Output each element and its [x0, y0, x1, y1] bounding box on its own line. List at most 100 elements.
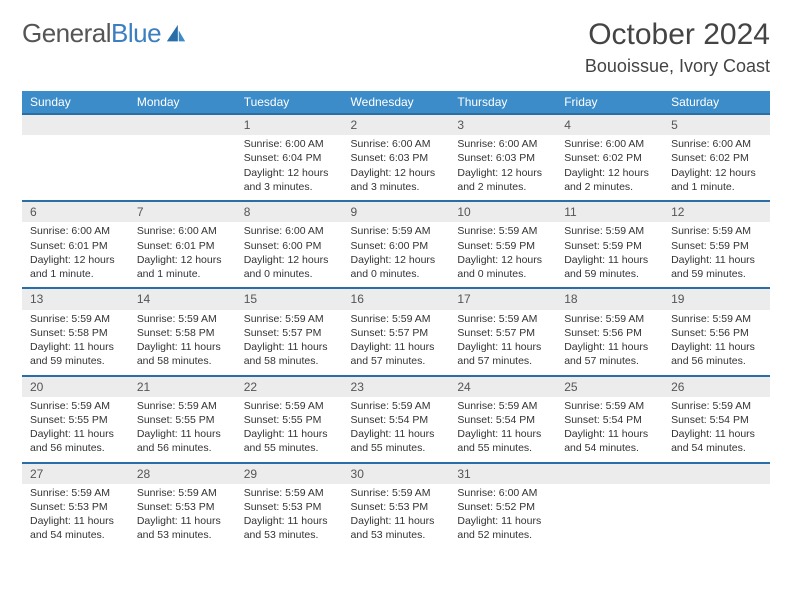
- day-info-cell: Sunrise: 5:59 AMSunset: 5:53 PMDaylight:…: [129, 484, 236, 550]
- day-number-cell: 23: [343, 376, 450, 397]
- sunset-text: Sunset: 5:53 PM: [137, 500, 228, 514]
- weekday-header: Friday: [556, 91, 663, 114]
- day-info-cell: Sunrise: 6:00 AMSunset: 6:02 PMDaylight:…: [663, 135, 770, 201]
- day-number-cell: 6: [22, 201, 129, 222]
- day-info-cell: Sunrise: 5:59 AMSunset: 5:59 PMDaylight:…: [556, 222, 663, 288]
- sunrise-text: Sunrise: 5:59 AM: [457, 224, 548, 238]
- sunset-text: Sunset: 6:00 PM: [244, 239, 335, 253]
- daylight-text: Daylight: 11 hours and 54 minutes.: [30, 514, 121, 542]
- sunset-text: Sunset: 5:59 PM: [671, 239, 762, 253]
- day-number-cell: 11: [556, 201, 663, 222]
- sunrise-text: Sunrise: 5:59 AM: [137, 312, 228, 326]
- sunrise-text: Sunrise: 5:59 AM: [671, 399, 762, 413]
- daylight-text: Daylight: 11 hours and 54 minutes.: [671, 427, 762, 455]
- day-number-cell: 5: [663, 114, 770, 135]
- sunset-text: Sunset: 5:54 PM: [457, 413, 548, 427]
- sunset-text: Sunset: 5:54 PM: [671, 413, 762, 427]
- daylight-text: Daylight: 11 hours and 53 minutes.: [137, 514, 228, 542]
- sunset-text: Sunset: 5:58 PM: [30, 326, 121, 340]
- day-info-cell: Sunrise: 5:59 AMSunset: 5:53 PMDaylight:…: [22, 484, 129, 550]
- sunset-text: Sunset: 5:59 PM: [564, 239, 655, 253]
- sunset-text: Sunset: 6:00 PM: [351, 239, 442, 253]
- sunrise-text: Sunrise: 5:59 AM: [30, 399, 121, 413]
- day-number-cell: 15: [236, 288, 343, 309]
- day-number-cell: [556, 463, 663, 484]
- day-number-cell: 4: [556, 114, 663, 135]
- daylight-text: Daylight: 12 hours and 0 minutes.: [351, 253, 442, 281]
- sunrise-text: Sunrise: 5:59 AM: [351, 312, 442, 326]
- day-number-cell: 19: [663, 288, 770, 309]
- location: Bouoissue, Ivory Coast: [585, 56, 770, 77]
- sunrise-text: Sunrise: 5:59 AM: [671, 224, 762, 238]
- day-number-cell: 1: [236, 114, 343, 135]
- day-info-cell: [129, 135, 236, 201]
- day-number-cell: 28: [129, 463, 236, 484]
- month-title: October 2024: [585, 18, 770, 52]
- daylight-text: Daylight: 11 hours and 55 minutes.: [457, 427, 548, 455]
- daylight-text: Daylight: 11 hours and 56 minutes.: [671, 340, 762, 368]
- sunset-text: Sunset: 5:57 PM: [244, 326, 335, 340]
- logo: GeneralBlue: [22, 18, 187, 49]
- daylight-text: Daylight: 12 hours and 0 minutes.: [457, 253, 548, 281]
- daylight-text: Daylight: 12 hours and 1 minute.: [30, 253, 121, 281]
- day-number-cell: 29: [236, 463, 343, 484]
- daylight-text: Daylight: 11 hours and 58 minutes.: [137, 340, 228, 368]
- daylight-text: Daylight: 12 hours and 0 minutes.: [244, 253, 335, 281]
- daylight-text: Daylight: 11 hours and 53 minutes.: [244, 514, 335, 542]
- day-number-cell: 17: [449, 288, 556, 309]
- day-info-cell: [22, 135, 129, 201]
- sunset-text: Sunset: 5:55 PM: [137, 413, 228, 427]
- day-number-cell: 8: [236, 201, 343, 222]
- sunset-text: Sunset: 5:57 PM: [351, 326, 442, 340]
- sunset-text: Sunset: 6:01 PM: [137, 239, 228, 253]
- daylight-text: Daylight: 11 hours and 54 minutes.: [564, 427, 655, 455]
- day-number-cell: 21: [129, 376, 236, 397]
- sunset-text: Sunset: 5:55 PM: [30, 413, 121, 427]
- day-info-cell: Sunrise: 6:00 AMSunset: 6:00 PMDaylight:…: [236, 222, 343, 288]
- sunset-text: Sunset: 5:53 PM: [30, 500, 121, 514]
- sunset-text: Sunset: 6:04 PM: [244, 151, 335, 165]
- day-number-cell: 13: [22, 288, 129, 309]
- day-info-cell: Sunrise: 5:59 AMSunset: 5:56 PMDaylight:…: [556, 310, 663, 376]
- daylight-text: Daylight: 11 hours and 55 minutes.: [244, 427, 335, 455]
- sunset-text: Sunset: 5:53 PM: [351, 500, 442, 514]
- sunset-text: Sunset: 5:56 PM: [671, 326, 762, 340]
- day-info-cell: Sunrise: 5:59 AMSunset: 5:55 PMDaylight:…: [22, 397, 129, 463]
- daylight-text: Daylight: 12 hours and 1 minute.: [671, 166, 762, 194]
- daylight-text: Daylight: 12 hours and 2 minutes.: [457, 166, 548, 194]
- day-info-cell: Sunrise: 5:59 AMSunset: 5:54 PMDaylight:…: [556, 397, 663, 463]
- day-number-cell: 16: [343, 288, 450, 309]
- day-number-row: 12345: [22, 114, 770, 135]
- sunrise-text: Sunrise: 5:59 AM: [137, 399, 228, 413]
- day-info-cell: Sunrise: 6:00 AMSunset: 6:01 PMDaylight:…: [22, 222, 129, 288]
- day-number-cell: 10: [449, 201, 556, 222]
- weekday-header: Saturday: [663, 91, 770, 114]
- sunrise-text: Sunrise: 6:00 AM: [244, 137, 335, 151]
- day-info-cell: Sunrise: 5:59 AMSunset: 5:54 PMDaylight:…: [449, 397, 556, 463]
- sunset-text: Sunset: 5:55 PM: [244, 413, 335, 427]
- daylight-text: Daylight: 11 hours and 59 minutes.: [30, 340, 121, 368]
- day-number-row: 6789101112: [22, 201, 770, 222]
- day-info-cell: Sunrise: 5:59 AMSunset: 5:57 PMDaylight:…: [449, 310, 556, 376]
- sunrise-text: Sunrise: 6:00 AM: [351, 137, 442, 151]
- sunrise-text: Sunrise: 6:00 AM: [564, 137, 655, 151]
- daylight-text: Daylight: 11 hours and 56 minutes.: [137, 427, 228, 455]
- sunrise-text: Sunrise: 5:59 AM: [671, 312, 762, 326]
- day-number-cell: 9: [343, 201, 450, 222]
- sunset-text: Sunset: 5:57 PM: [457, 326, 548, 340]
- day-number-cell: 27: [22, 463, 129, 484]
- day-info-cell: Sunrise: 5:59 AMSunset: 5:55 PMDaylight:…: [236, 397, 343, 463]
- sunset-text: Sunset: 5:58 PM: [137, 326, 228, 340]
- sunrise-text: Sunrise: 6:00 AM: [457, 137, 548, 151]
- logo-text-blue: Blue: [111, 18, 161, 48]
- sunrise-text: Sunrise: 5:59 AM: [457, 399, 548, 413]
- day-number-cell: 30: [343, 463, 450, 484]
- day-info-cell: Sunrise: 5:59 AMSunset: 5:57 PMDaylight:…: [236, 310, 343, 376]
- sunset-text: Sunset: 6:02 PM: [671, 151, 762, 165]
- day-info-cell: Sunrise: 6:00 AMSunset: 6:03 PMDaylight:…: [449, 135, 556, 201]
- calendar-table: Sunday Monday Tuesday Wednesday Thursday…: [22, 91, 770, 550]
- daylight-text: Daylight: 11 hours and 57 minutes.: [564, 340, 655, 368]
- day-number-cell: 14: [129, 288, 236, 309]
- day-info-cell: Sunrise: 5:59 AMSunset: 5:57 PMDaylight:…: [343, 310, 450, 376]
- day-number-cell: 3: [449, 114, 556, 135]
